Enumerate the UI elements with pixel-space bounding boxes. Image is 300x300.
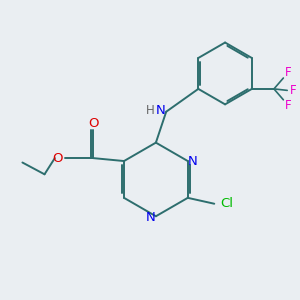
- Text: F: F: [285, 99, 292, 112]
- Text: F: F: [285, 66, 292, 79]
- Text: N: N: [156, 104, 166, 117]
- Text: H: H: [146, 104, 154, 117]
- Text: Cl: Cl: [220, 197, 233, 210]
- Text: F: F: [290, 84, 296, 97]
- Text: O: O: [88, 117, 98, 130]
- Text: O: O: [52, 152, 63, 165]
- Text: N: N: [188, 154, 198, 167]
- Text: N: N: [146, 211, 155, 224]
